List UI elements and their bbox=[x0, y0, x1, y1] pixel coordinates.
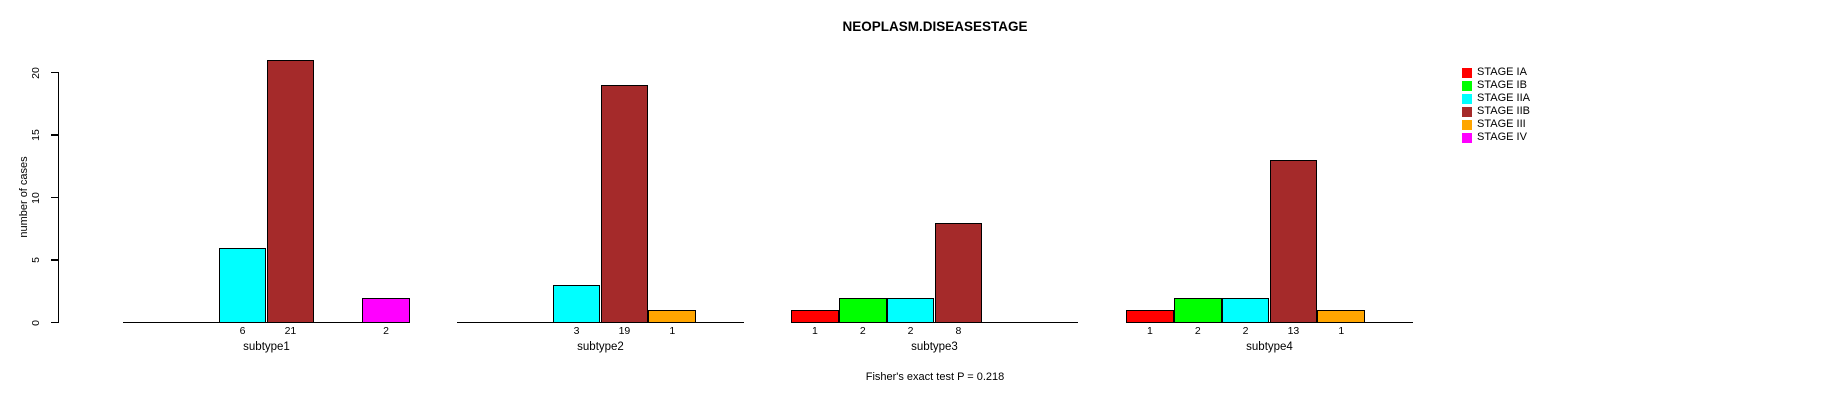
legend-item: STAGE IV bbox=[1462, 131, 1530, 144]
y-axis-tick bbox=[51, 196, 58, 199]
x-axis-group-label: subtype4 bbox=[1246, 341, 1293, 353]
y-axis-tick-label: 20 bbox=[30, 66, 42, 79]
bar-subtype4-stage-iib bbox=[1269, 160, 1318, 323]
legend-swatch-stage-iib bbox=[1462, 106, 1472, 117]
bar-value-label: 2 bbox=[383, 325, 389, 337]
x-axis-baseline bbox=[123, 321, 410, 324]
x-axis-group-label: subtype1 bbox=[243, 341, 290, 353]
legend-swatch-stage-ib bbox=[1462, 80, 1472, 91]
bar-subtype4-stage-iia bbox=[1221, 297, 1270, 323]
y-axis-tick-label: 0 bbox=[30, 319, 42, 326]
legend-item: STAGE IB bbox=[1462, 79, 1530, 92]
bar-value-label: 13 bbox=[1287, 325, 1300, 337]
y-axis-tick-label: 10 bbox=[30, 191, 42, 204]
x-axis-group-label: subtype2 bbox=[577, 341, 624, 353]
legend-label: STAGE IB bbox=[1477, 79, 1527, 91]
bar-subtype1-stage-iib bbox=[266, 60, 315, 323]
legend-item: STAGE IA bbox=[1462, 66, 1530, 79]
legend-label: STAGE IIA bbox=[1477, 92, 1530, 104]
bar-subtype3-stage-iib bbox=[934, 222, 983, 323]
bar-subtype3-stage-ia bbox=[791, 310, 839, 323]
bar-value-label: 19 bbox=[618, 325, 631, 337]
legend-label: STAGE IIB bbox=[1477, 105, 1530, 117]
y-axis-tick bbox=[51, 134, 58, 136]
y-axis-tick-label: 5 bbox=[30, 257, 42, 263]
bar-subtype3-stage-iia bbox=[886, 297, 935, 323]
legend-item: STAGE IIB bbox=[1462, 105, 1530, 118]
bar-subtype4-stage-iii bbox=[1317, 310, 1366, 323]
bar-value-label: 2 bbox=[907, 325, 914, 337]
legend-swatch-stage-ia bbox=[1462, 67, 1472, 78]
bar-value-label: 21 bbox=[284, 325, 297, 337]
y-axis-tick bbox=[51, 71, 58, 74]
legend-swatch-stage-iia bbox=[1462, 93, 1472, 104]
legend-label: STAGE III bbox=[1477, 118, 1526, 130]
bar-value-label: 1 bbox=[669, 325, 676, 337]
bar-value-label: 2 bbox=[1194, 325, 1201, 337]
legend-item: STAGE III bbox=[1462, 118, 1530, 131]
chart-title: NEOPLASM.DISEASESTAGE bbox=[842, 19, 1028, 34]
bar-value-label: 8 bbox=[955, 325, 962, 337]
legend: STAGE IA STAGE IB STAGE IIA STAGE IIB STAGE … bbox=[1462, 66, 1530, 144]
y-axis-line bbox=[57, 72, 59, 323]
bar-value-label: 1 bbox=[1146, 325, 1153, 337]
bar-subtype1-stage-iv bbox=[362, 297, 410, 323]
bar-value-label: 3 bbox=[573, 325, 580, 337]
legend-label: STAGE IA bbox=[1477, 66, 1527, 78]
bar-subtype1-stage-iia bbox=[218, 247, 267, 323]
bar-value-label: 1 bbox=[811, 325, 818, 337]
y-axis-tick bbox=[51, 321, 58, 324]
x-axis-baseline bbox=[457, 321, 744, 324]
x-axis-group-label: subtype3 bbox=[911, 341, 958, 353]
footnote-pvalue: Fisher's exact test P = 0.218 bbox=[865, 371, 1005, 383]
legend-item: STAGE IIA bbox=[1462, 92, 1530, 105]
x-axis-baseline bbox=[791, 321, 1078, 324]
bar-subtype2-stage-iia bbox=[552, 285, 601, 323]
bar-subtype3-stage-ib bbox=[838, 297, 887, 323]
y-axis-tick bbox=[51, 259, 58, 261]
legend-swatch-stage-iii bbox=[1462, 119, 1472, 130]
y-axis-tick-label: 15 bbox=[30, 129, 42, 141]
bar-subtype4-stage-ib bbox=[1173, 297, 1222, 323]
legend-label: STAGE IV bbox=[1477, 131, 1527, 143]
bar-value-label: 2 bbox=[859, 325, 866, 337]
legend-swatch-stage-iv bbox=[1462, 132, 1472, 143]
bar-value-label: 1 bbox=[1338, 325, 1345, 337]
bar-value-label: 6 bbox=[239, 325, 246, 337]
bar-subtype2-stage-iii bbox=[648, 310, 697, 323]
bar-value-label: 2 bbox=[1242, 325, 1249, 337]
x-axis-baseline bbox=[1126, 321, 1413, 324]
bar-subtype4-stage-ia bbox=[1126, 310, 1174, 323]
y-axis-title: number of cases bbox=[18, 156, 30, 238]
bar-subtype2-stage-iib bbox=[600, 85, 649, 323]
